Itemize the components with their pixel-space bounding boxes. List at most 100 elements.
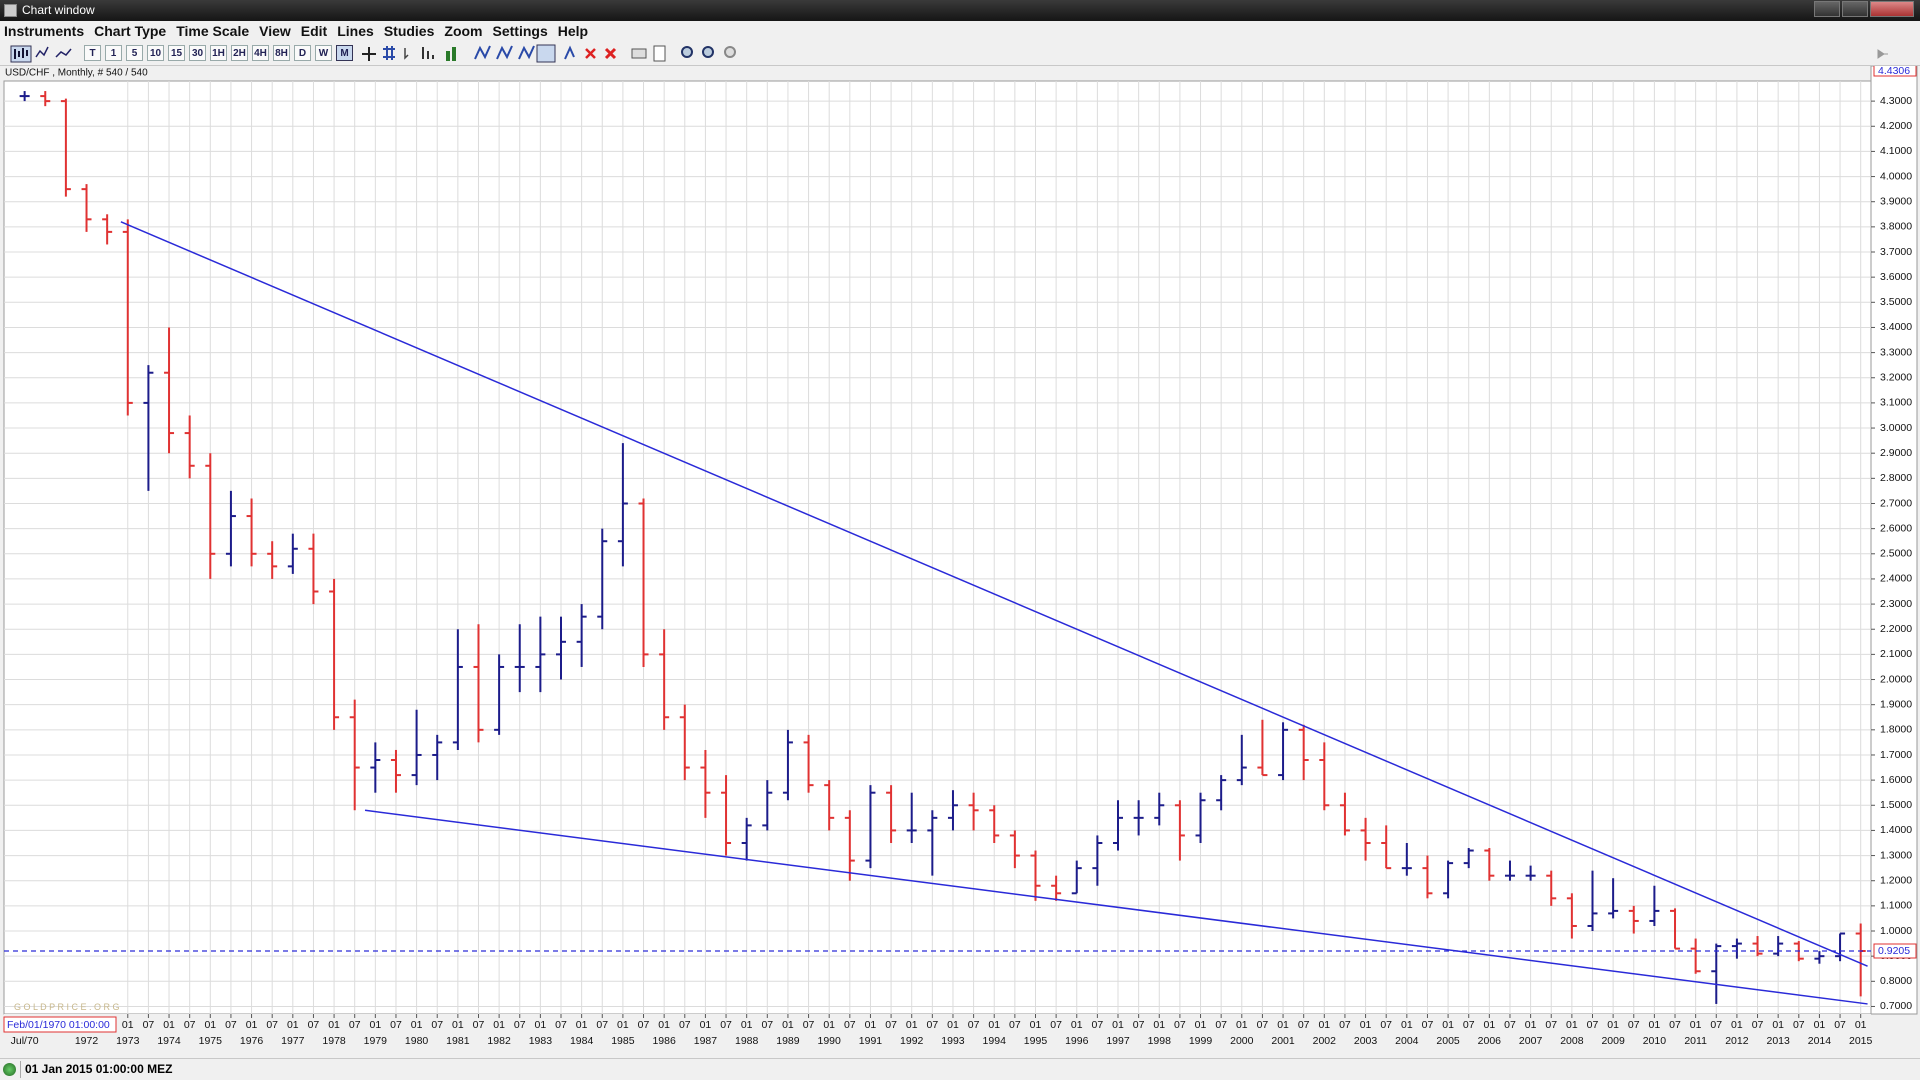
- ohlc-bar: [1463, 848, 1474, 869]
- menu-bar: Instruments Chart Type Time Scale View Edit L…: [0, 21, 1920, 41]
- ohlc-bar: [1401, 842, 1412, 876]
- menu-item[interactable]: Studies: [383, 23, 435, 39]
- ohlc-bar: [1154, 792, 1165, 826]
- x-year-label: Jul/70: [11, 1035, 39, 1047]
- menu-item[interactable]: Lines: [337, 23, 374, 39]
- trend-tool-button[interactable]: [496, 45, 513, 60]
- line-tool-button[interactable]: [474, 45, 491, 60]
- timeframe-button[interactable]: 10: [147, 45, 164, 61]
- y-tick-label: 1.3000: [1880, 849, 1912, 861]
- edit-line-button[interactable]: [564, 45, 575, 60]
- y-tick-label: 1.2000: [1880, 874, 1912, 886]
- x-year-label: 2009: [1601, 1035, 1625, 1047]
- x-year-label: 1982: [487, 1035, 511, 1047]
- ohlc-bar: [1835, 932, 1846, 962]
- timeframe-button[interactable]: 30: [189, 45, 206, 61]
- volume-button[interactable]: [422, 47, 434, 59]
- timeframe-button[interactable]: 15: [168, 45, 185, 61]
- timeframe-buttons: T 1 5 10 15 30 1H 2H 4H 8H D W M: [84, 45, 357, 61]
- x-tick-label: 01: [576, 1019, 588, 1031]
- zoom-out-button[interactable]: [702, 46, 714, 58]
- ohlc-bar: [782, 729, 793, 801]
- ohlc-bar: [184, 415, 195, 479]
- x-tick-label: 01: [1484, 1019, 1496, 1031]
- y-tick-label: 1.0000: [1880, 925, 1912, 937]
- timeframe-button[interactable]: 5: [126, 45, 143, 61]
- menu-item[interactable]: Instruments: [4, 23, 85, 39]
- preview-button[interactable]: [653, 45, 666, 62]
- timeframe-button[interactable]: 8H: [273, 45, 290, 61]
- menu-item[interactable]: Settings: [492, 23, 548, 39]
- menu-item[interactable]: Edit: [300, 23, 328, 39]
- ohlc-bar: [1030, 850, 1041, 901]
- ohlc-bar: [1133, 800, 1144, 836]
- x-tick-label: 07: [390, 1019, 402, 1031]
- x-tick-label: 07: [720, 1019, 732, 1031]
- ohlc-bar: [432, 734, 443, 781]
- ohlc-bar: [844, 810, 855, 881]
- y-tick-label: 2.6000: [1880, 522, 1912, 534]
- x-tick-label: 07: [473, 1019, 485, 1031]
- menu-item[interactable]: View: [259, 23, 291, 39]
- timeframe-button[interactable]: 4H: [252, 45, 269, 61]
- x-year-label: 1998: [1148, 1035, 1172, 1047]
- timeframe-button[interactable]: M: [336, 45, 353, 61]
- zoom-reset-button[interactable]: [724, 46, 736, 58]
- y-tick-label: 2.2000: [1880, 623, 1912, 635]
- timeframe-button[interactable]: W: [315, 45, 332, 61]
- ohlc-bar: [762, 780, 773, 831]
- minimize-button[interactable]: [1814, 1, 1840, 17]
- x-tick-label: 01: [1071, 1019, 1083, 1031]
- menu-item[interactable]: Zoom: [444, 23, 483, 39]
- ohlc-bar: [1236, 734, 1247, 786]
- ohlc-bar: [1690, 938, 1701, 974]
- x-tick-label: 07: [1587, 1019, 1599, 1031]
- zoom-in-button[interactable]: [681, 46, 693, 58]
- timeframe-button[interactable]: 1H: [210, 45, 227, 61]
- x-tick-label: 01: [1277, 1019, 1289, 1031]
- x-tick-label: 01: [369, 1019, 381, 1031]
- candle-chart-button[interactable]: [35, 46, 49, 58]
- x-tick-label: 07: [1545, 1019, 1557, 1031]
- x-tick-label: 01: [1195, 1019, 1207, 1031]
- x-tick-label: 01: [1112, 1019, 1124, 1031]
- cursor-button[interactable]: [404, 48, 409, 60]
- x-tick-label: 01: [658, 1019, 670, 1031]
- close-button[interactable]: [1870, 1, 1914, 17]
- x-tick-label: 07: [761, 1019, 773, 1031]
- x-tick-label: 07: [926, 1019, 938, 1031]
- title-bar: Chart window: [0, 0, 1920, 21]
- timeframe-button[interactable]: 1: [105, 45, 122, 61]
- ohlc-bar: [122, 219, 133, 416]
- x-tick-label: 01: [865, 1019, 877, 1031]
- grid-button[interactable]: [383, 46, 395, 60]
- y-tick-label: 2.5000: [1880, 548, 1912, 560]
- fib-tool-button[interactable]: [536, 44, 556, 63]
- x-year-label: 2014: [1808, 1035, 1832, 1047]
- ohlc-bar: [679, 704, 690, 781]
- menu-item[interactable]: Help: [557, 23, 589, 39]
- pin-button[interactable]: [1877, 49, 1888, 59]
- crosshair-button[interactable]: [362, 47, 376, 61]
- delete-all-button[interactable]: [604, 47, 617, 60]
- x-year-label: 1974: [157, 1035, 181, 1047]
- maximize-button[interactable]: [1842, 1, 1868, 17]
- x-tick-label: 01: [823, 1019, 835, 1031]
- delete-button[interactable]: [585, 48, 596, 59]
- timeframe-button[interactable]: 2H: [231, 45, 248, 61]
- line-chart-button[interactable]: [55, 48, 72, 58]
- print-button[interactable]: [631, 48, 647, 59]
- x-tick-label: 07: [266, 1019, 278, 1031]
- x-tick-label: 07: [803, 1019, 815, 1031]
- studies-button[interactable]: [446, 47, 456, 61]
- timeframe-button[interactable]: T: [84, 45, 101, 61]
- menu-item[interactable]: Time Scale: [176, 23, 250, 39]
- x-year-label: 1995: [1024, 1035, 1048, 1047]
- x-tick-label: 01: [1318, 1019, 1330, 1031]
- timeframe-button[interactable]: D: [294, 45, 311, 61]
- channel-tool-button[interactable]: [518, 45, 535, 60]
- ohlc-bar: [947, 790, 958, 831]
- menu-item[interactable]: Chart Type: [94, 23, 167, 39]
- ohlc-bar: [1814, 951, 1825, 964]
- ohlc-bar: [164, 327, 175, 454]
